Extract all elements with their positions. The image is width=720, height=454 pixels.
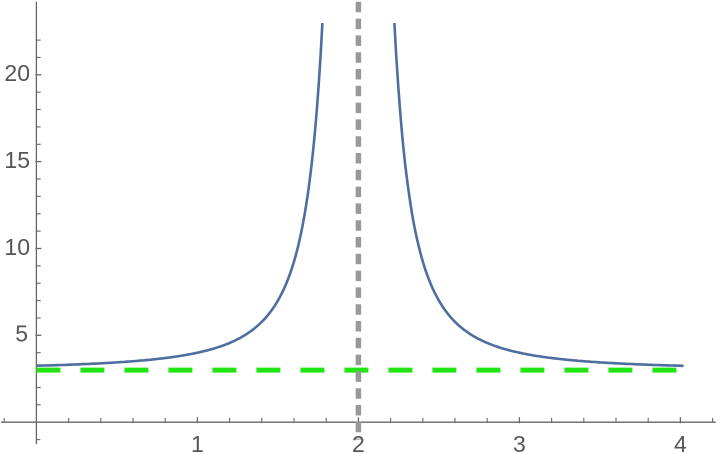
svg-text:15: 15 [4,147,30,173]
svg-text:3: 3 [513,431,526,454]
svg-text:10: 10 [4,234,30,260]
svg-text:2: 2 [352,431,365,454]
svg-text:4: 4 [674,431,687,454]
svg-text:1: 1 [191,431,204,454]
svg-text:20: 20 [4,60,30,86]
svg-text:5: 5 [15,321,28,347]
